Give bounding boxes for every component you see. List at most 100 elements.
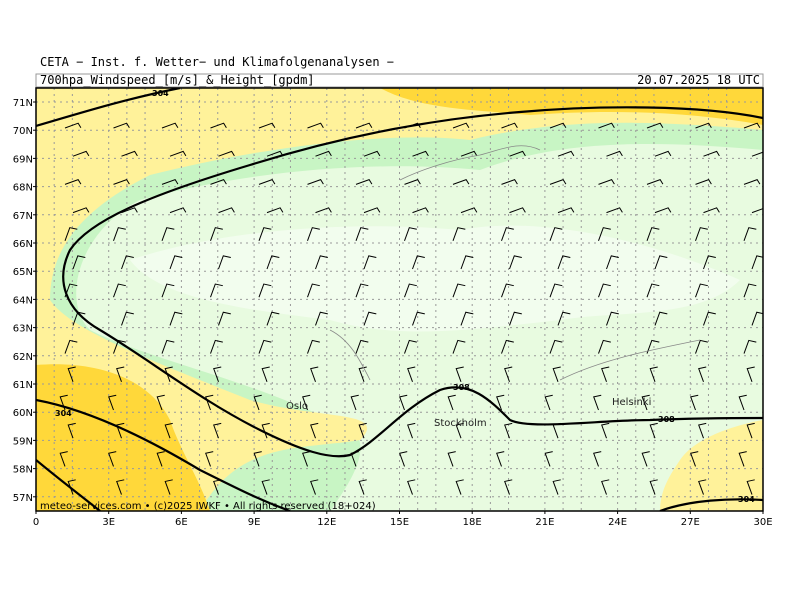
barb — [310, 422, 319, 439]
barb — [218, 255, 231, 270]
barb — [310, 479, 319, 495]
barb — [598, 283, 611, 298]
barb — [161, 179, 179, 185]
barb — [412, 311, 425, 326]
height-contours — [36, 88, 763, 511]
lat-label: 58N — [13, 465, 33, 476]
barb — [261, 366, 270, 382]
barb — [738, 451, 747, 467]
barb — [358, 422, 367, 439]
lat-label: 61N — [13, 380, 33, 391]
institute: CETA − Inst. f. Wetter− und Klimafolgena… — [40, 55, 394, 69]
barb — [738, 394, 747, 411]
barb — [751, 208, 763, 214]
barb — [205, 451, 214, 467]
lat-label: 59N — [13, 436, 33, 447]
barb — [460, 207, 478, 214]
barb — [601, 366, 610, 382]
barb — [156, 394, 165, 411]
lat-label: 66N — [13, 239, 33, 250]
barb — [598, 122, 615, 129]
barb — [646, 122, 664, 129]
lon-label: 9E — [248, 517, 261, 528]
barb — [690, 451, 699, 467]
barb — [210, 339, 223, 354]
barb — [703, 311, 716, 326]
lat-label: 62N — [13, 352, 33, 363]
barb — [690, 394, 699, 411]
barb — [72, 207, 90, 214]
barb — [113, 179, 130, 185]
barb — [598, 179, 615, 185]
barb — [266, 255, 280, 270]
barb — [315, 207, 332, 214]
lat-label: 63N — [13, 324, 33, 335]
barb — [121, 207, 138, 214]
barb — [164, 366, 173, 382]
barb — [399, 394, 408, 411]
barb — [404, 283, 417, 298]
barb — [509, 207, 526, 214]
barb — [641, 451, 650, 467]
barb — [156, 451, 165, 467]
barb — [161, 283, 175, 298]
barb — [549, 179, 567, 185]
barb — [452, 122, 470, 129]
barb — [113, 283, 126, 298]
barb — [552, 366, 561, 382]
barb — [261, 479, 270, 495]
barb — [72, 255, 86, 270]
barb — [210, 283, 223, 298]
barb — [355, 227, 369, 241]
barb — [307, 122, 324, 129]
barb — [412, 150, 429, 157]
barb — [501, 283, 514, 298]
barb — [363, 207, 381, 214]
map-area — [36, 88, 763, 511]
barb — [751, 255, 763, 270]
field-gold-top — [36, 88, 763, 125]
barb — [703, 150, 720, 157]
barb — [504, 479, 513, 495]
barb — [116, 479, 125, 495]
barb — [218, 311, 231, 326]
barb — [509, 150, 526, 157]
barb — [363, 311, 377, 326]
city-label: Stockholm — [434, 418, 487, 429]
lon-label: 0 — [33, 517, 39, 528]
barb — [258, 122, 276, 129]
barb — [253, 394, 262, 411]
barb — [549, 339, 563, 354]
barb — [169, 207, 187, 214]
barb — [649, 422, 658, 439]
barb — [703, 207, 720, 214]
barb — [452, 283, 466, 298]
field-yellow-se — [660, 420, 763, 511]
lon-label: 18E — [463, 517, 482, 528]
barb — [743, 339, 757, 354]
barb — [161, 227, 175, 241]
barb — [407, 479, 416, 495]
barb — [121, 150, 138, 157]
barb — [641, 394, 650, 411]
barb — [67, 479, 76, 495]
barb — [746, 479, 755, 495]
barb — [649, 366, 658, 382]
field-lightest — [130, 225, 740, 332]
barb — [606, 255, 619, 270]
barb — [751, 151, 763, 157]
barb — [504, 422, 513, 439]
barb — [161, 122, 179, 129]
barb — [695, 227, 708, 241]
barb — [108, 451, 117, 467]
barb — [698, 479, 707, 495]
barb — [307, 283, 320, 298]
barb — [509, 311, 522, 326]
footer: meteo-services.com • (c)2025 IWKF • All … — [40, 501, 376, 512]
barb — [460, 255, 474, 270]
contour — [62, 106, 763, 458]
barb — [746, 366, 755, 382]
barb — [64, 339, 78, 354]
barb — [646, 339, 660, 354]
barb — [598, 339, 611, 354]
